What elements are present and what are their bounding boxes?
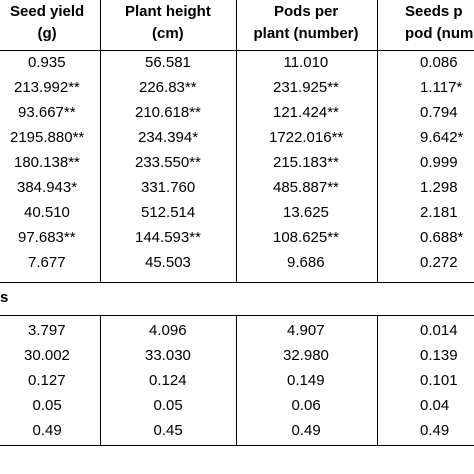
column-rule: [236, 51, 237, 282]
cell: 512.514: [141, 204, 196, 221]
cell: 180.138**: [14, 154, 80, 171]
cell: 0.935: [28, 54, 66, 71]
cell: 7.677: [28, 254, 66, 271]
cell: 0.05: [153, 397, 183, 414]
cell: 1722.016**: [269, 129, 344, 146]
header-cell: Pods per: [274, 3, 339, 20]
cell: 4.907: [287, 322, 325, 339]
cell: 4.096: [149, 322, 187, 339]
cell: 0.999: [420, 154, 458, 171]
column-rule: [100, 51, 101, 282]
section-rule: [0, 315, 474, 316]
header-cell: Plant height: [125, 3, 211, 20]
cell: 1.298: [420, 179, 458, 196]
cell: 234.394*: [138, 129, 199, 146]
column-rule: [377, 51, 378, 282]
cell: 2195.880**: [10, 129, 85, 146]
cell: 0.45: [153, 422, 183, 439]
bottom-rule: [0, 445, 474, 446]
cell: 0.139: [420, 347, 458, 364]
header-cell: pod (num: [405, 25, 474, 42]
cell: 121.424**: [273, 104, 339, 121]
cell: 45.503: [145, 254, 191, 271]
cell: 331.760: [141, 179, 196, 196]
header-cell: (cm): [152, 25, 184, 42]
cell: 93.667**: [18, 104, 76, 121]
cell: 0.06: [291, 397, 321, 414]
cell: 0.014: [420, 322, 458, 339]
column-rule: [377, 315, 378, 446]
header-cell: (g): [37, 25, 57, 42]
cell: 0.794: [420, 104, 458, 121]
cell: 32.980: [283, 347, 329, 364]
header-cell: Seeds p: [405, 3, 463, 20]
cell: 0.688*: [420, 229, 464, 246]
cell: 384.943*: [17, 179, 78, 196]
cell: 0.04: [420, 397, 450, 414]
cell: 0.127: [28, 372, 66, 389]
column-rule: [236, 0, 237, 51]
cell: 210.618**: [135, 104, 201, 121]
header-rule: [0, 50, 474, 51]
cell: 0.49: [420, 422, 450, 439]
cell: 97.683**: [18, 229, 76, 246]
cell: 0.49: [291, 422, 321, 439]
cell: 0.272: [420, 254, 458, 271]
column-rule: [236, 315, 237, 446]
column-rule: [377, 0, 378, 51]
cell: 40.510: [24, 204, 70, 221]
cell: 0.124: [149, 372, 187, 389]
cell: 0.149: [287, 372, 325, 389]
cell: 144.593**: [135, 229, 201, 246]
cell: 215.183**: [273, 154, 339, 171]
cell: 11.010: [283, 54, 329, 71]
column-rule: [100, 315, 101, 446]
cell: 213.992**: [14, 79, 80, 96]
header-cell: plant (number): [253, 25, 359, 42]
column-rule: [100, 0, 101, 51]
section-label: s: [0, 289, 9, 306]
cell: 9.642*: [420, 129, 464, 146]
cell: 9.686: [287, 254, 325, 271]
cell: 108.625**: [273, 229, 339, 246]
header-cell: Seed yield: [10, 3, 85, 20]
cell: 33.030: [145, 347, 191, 364]
cell: 1.117*: [420, 79, 463, 96]
cell: 485.887**: [273, 179, 339, 196]
cell: 3.797: [28, 322, 66, 339]
cell: 233.550**: [135, 154, 201, 171]
cell: 13.625: [283, 204, 329, 221]
cell: 0.086: [420, 54, 458, 71]
cell: 231.925**: [273, 79, 339, 96]
section-rule: [0, 282, 474, 283]
cell: 0.49: [32, 422, 62, 439]
cell: 0.05: [32, 397, 62, 414]
cell: 2.181: [420, 204, 458, 221]
cell: 56.581: [145, 54, 191, 71]
cell: 30.002: [24, 347, 70, 364]
cell: 0.101: [420, 372, 458, 389]
cell: 226.83**: [139, 79, 197, 96]
